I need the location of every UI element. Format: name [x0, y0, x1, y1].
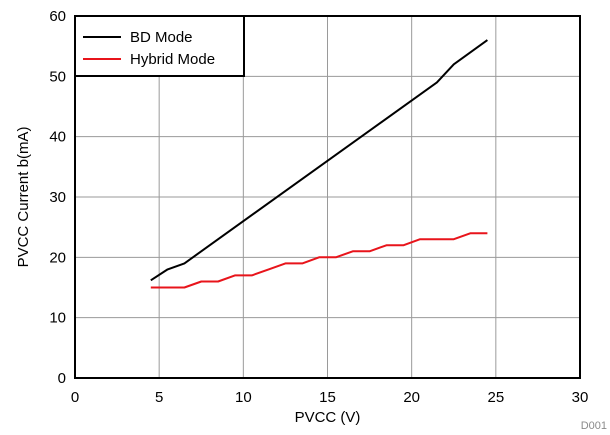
x-tick-label: 0 — [71, 389, 79, 406]
y-tick-label: 10 — [49, 310, 66, 327]
legend: BD Mode Hybrid Mode — [74, 15, 245, 77]
y-tick-label: 0 — [58, 370, 66, 387]
x-tick-label: 10 — [235, 389, 252, 406]
y-tick-label: 50 — [49, 68, 66, 85]
y-tick-label: 30 — [49, 189, 66, 206]
series-line-bd-mode — [150, 39, 488, 282]
x-tick-label: 15 — [319, 389, 336, 406]
x-tick-label: 5 — [155, 389, 163, 406]
legend-box — [74, 15, 245, 77]
plot-frame — [74, 15, 581, 379]
y-tick-label: 20 — [49, 249, 66, 266]
series-line-hybrid-mode — [150, 232, 488, 289]
y-axis-title: PVCC Current b(mA) — [15, 127, 32, 268]
x-tick-label: 30 — [572, 389, 589, 406]
x-tick-label: 20 — [403, 389, 420, 406]
legend-label-hybrid-mode: Hybrid Mode — [130, 51, 215, 68]
x-axis-title: PVCC (V) — [295, 409, 361, 426]
y-tick-label: 60 — [49, 8, 66, 25]
y-tick-label: 40 — [49, 129, 66, 146]
legend-label-bd-mode: BD Mode — [130, 29, 193, 46]
figure-id-label: D001 — [581, 420, 607, 432]
axis-ticks: 0 5 10 15 20 25 30 0 10 20 30 40 50 60 — [49, 8, 588, 406]
series-lines — [150, 39, 488, 289]
x-tick-label: 25 — [487, 389, 504, 406]
